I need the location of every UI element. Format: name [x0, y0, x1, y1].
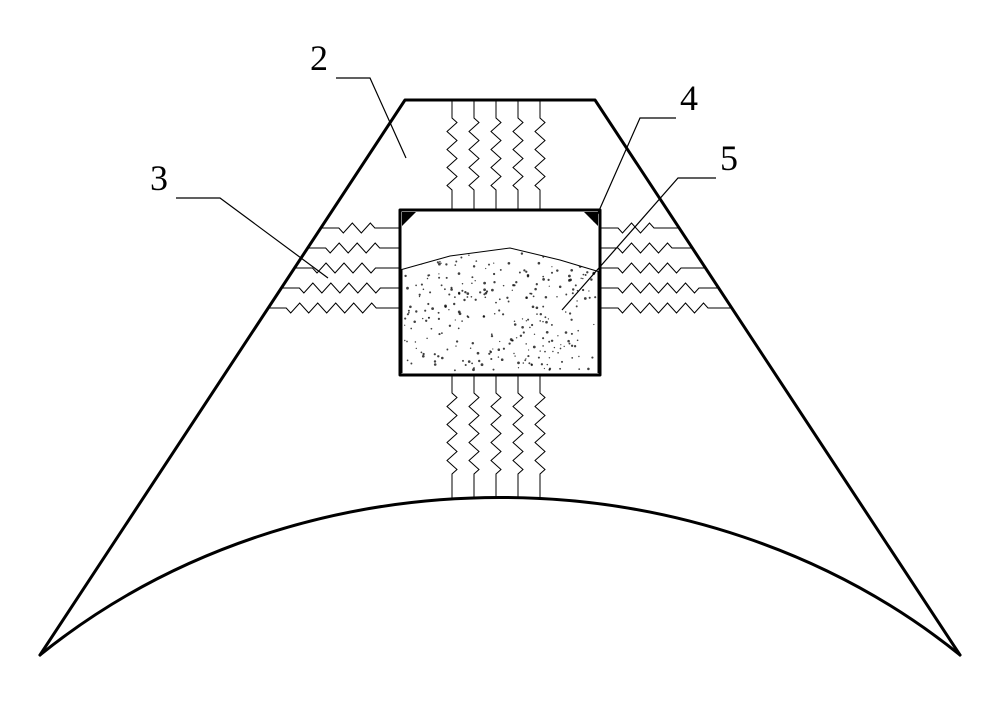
callout-label-2: 2 [310, 38, 328, 78]
background [0, 0, 1000, 715]
callout-label-5: 5 [720, 138, 738, 178]
callout-label-4: 4 [680, 78, 698, 118]
callout-label-3: 3 [150, 158, 168, 198]
